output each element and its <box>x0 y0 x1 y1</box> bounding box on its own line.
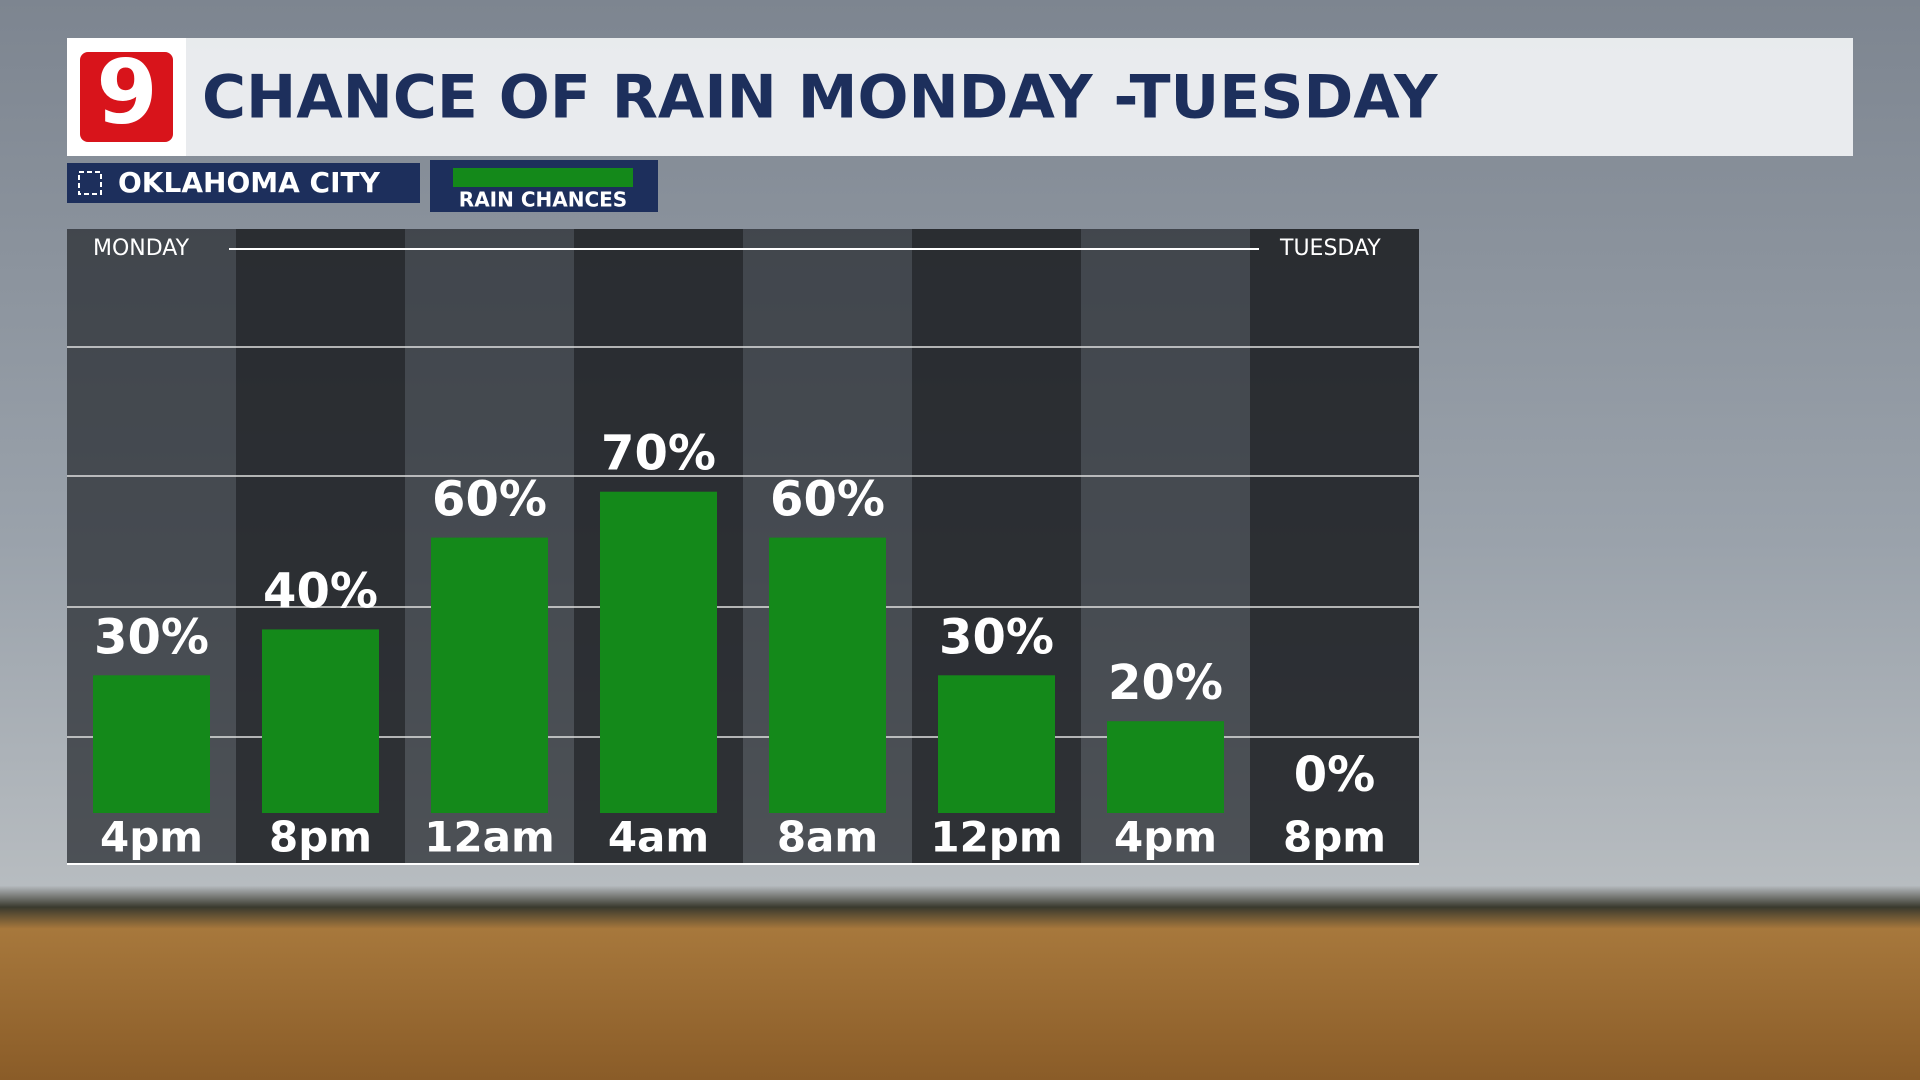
location-icon <box>78 171 102 195</box>
bar <box>431 537 548 813</box>
x-tick-label: 8pm <box>269 813 372 862</box>
value-label: 40% <box>263 563 378 619</box>
logo-text: 9 <box>96 41 157 144</box>
chart-title: CHANCE OF RAIN MONDAY -TUESDAY <box>202 63 1439 133</box>
bar <box>1107 721 1224 813</box>
x-tick-label: 4am <box>608 813 709 862</box>
x-tick-label: 8am <box>777 813 878 862</box>
x-tick-label: 12pm <box>930 813 1062 862</box>
value-label: 60% <box>770 472 885 528</box>
bar <box>938 675 1055 813</box>
value-label: 70% <box>601 426 716 482</box>
value-label: 30% <box>939 609 1054 665</box>
x-tick-label: 12am <box>424 813 555 862</box>
day-label: MONDAY <box>93 236 190 261</box>
value-label: 0% <box>1294 747 1376 803</box>
x-tick-label: 4pm <box>100 813 203 862</box>
bar <box>600 491 717 813</box>
value-label: 60% <box>432 472 547 528</box>
title-bar <box>67 38 1853 156</box>
column-shade <box>1250 229 1419 864</box>
legend-label: RAIN CHANCES <box>459 188 627 212</box>
day-label: TUESDAY <box>1279 236 1381 261</box>
bar <box>262 629 379 813</box>
x-tick-label: 8pm <box>1283 813 1386 862</box>
legend-swatch <box>453 168 633 187</box>
location-box <box>67 163 420 203</box>
logo-badge <box>80 52 173 142</box>
value-label: 20% <box>1108 655 1223 711</box>
value-label: 30% <box>94 609 209 665</box>
bar <box>93 675 210 813</box>
x-tick-label: 4pm <box>1114 813 1217 862</box>
location: OKLAHOMA CITY <box>118 166 381 199</box>
bar <box>769 537 886 813</box>
